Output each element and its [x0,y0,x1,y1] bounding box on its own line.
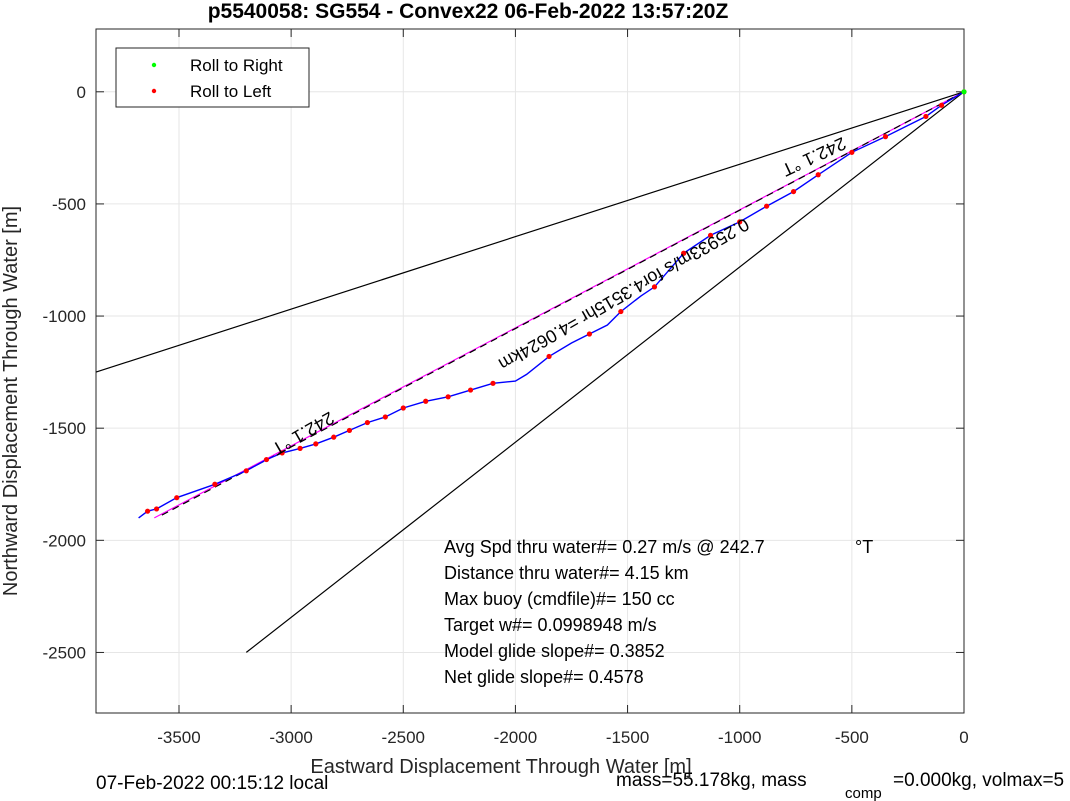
y-tick-label: -2000 [43,531,86,550]
point-roll-to-left [923,113,929,120]
point-roll-to-left [331,434,337,440]
x-tick-label: -2000 [494,728,537,747]
point-roll-to-left [174,495,180,501]
point-roll-to-left [263,456,270,463]
x-axis-label: Eastward Displacement Through Water [m] [310,756,691,778]
stat-target-w: Target w#= 0.0998948 m/s [444,615,657,635]
point-roll-to-left [243,468,249,474]
x-tick-label: 0 [959,728,968,747]
point-roll-to-right [961,89,967,95]
footer-mass: mass=55.178kg, mass [616,770,807,791]
x-tick-label: -1500 [606,728,649,747]
chart-title: p5540058: SG554 - Convex22 06-Feb-2022 1… [208,0,729,23]
point-roll-to-left [681,250,687,256]
legend-box [115,47,310,108]
series-layer [95,89,967,653]
y-axis-label: Northward Displacement Through Water [m] [0,206,22,596]
x-tick-label: -3500 [157,728,200,747]
stat-avg-speed: Avg Spd thru water#= 0.27 m/s @ 242.7 [444,537,765,557]
x-tick-label: -500 [835,728,869,747]
footer-local-time: 07-Feb-2022 00:15:12 local [96,773,328,794]
y-tick-label: -2500 [43,643,86,662]
legend-marker-roll-left [151,88,157,94]
point-roll-to-left [382,414,388,420]
point-roll-to-left [346,427,353,434]
point-roll-to-left [490,380,496,386]
point-roll-to-left [849,149,855,155]
point-roll-to-left [400,405,406,411]
y-tick-label: -1500 [43,419,86,438]
plot-area [95,28,965,714]
footer-volmax: =0.000kg, volmax=5 [893,770,1064,791]
point-roll-to-left [445,394,451,400]
stat-model-glide: Model glide slope#= 0.3852 [444,641,665,661]
point-roll-to-left [297,445,303,451]
point-roll-to-left [467,387,474,393]
x-tick-label: -1000 [718,728,761,747]
point-roll-to-left [938,102,945,108]
footer-mass-subscript: comp [845,785,882,801]
y-tick-label: -500 [52,195,86,214]
point-roll-to-left [153,506,160,512]
point-roll-to-left [423,398,429,404]
stat-avg-speed-unit: °T [855,537,873,557]
point-roll-to-left [882,134,889,140]
point-roll-to-left [815,172,821,178]
point-roll-to-left [313,441,319,447]
y-tick-label: 0 [77,83,86,102]
line-upper-bound [95,91,965,373]
point-roll-to-left [707,232,714,238]
point-roll-to-left [144,508,151,514]
point-roll-to-left [737,219,743,225]
y-tick-label: -1000 [43,307,86,326]
legend-label-roll-left: Roll to Left [190,82,272,101]
point-roll-to-left [279,450,285,456]
point-roll-to-left [651,284,658,290]
stats-block: Avg Spd thru water#= 0.27 m/s @ 242.7 °T… [444,537,873,687]
point-roll-to-left [764,203,770,209]
line-lower-bound [245,91,965,653]
stat-max-buoy: Max buoy (cmdfile)#= 150 cc [444,589,675,609]
stat-net-glide: Net glide slope#= 0.4578 [444,667,644,687]
point-roll-to-left [790,188,797,195]
axis-ticks: -3500 -3000 -2500 -2000 -1500 -1000 -500 0 0 -500… [43,29,969,747]
line-dashed-glide [160,91,965,517]
point-roll-to-left [364,419,370,426]
legend-marker-roll-right [151,62,157,68]
x-tick-label: -2500 [382,728,425,747]
stat-distance: Distance thru water#= 4.15 km [444,563,689,583]
point-roll-to-left [546,353,552,360]
point-roll-to-left [212,481,218,487]
point-roll-to-left [618,308,624,315]
point-roll-to-left [586,331,593,337]
line-track [138,91,965,519]
x-tick-label: -3000 [269,728,312,747]
legend-label-roll-right: Roll to Right [190,56,283,75]
legend: Roll to Right Roll to Left [115,47,310,108]
